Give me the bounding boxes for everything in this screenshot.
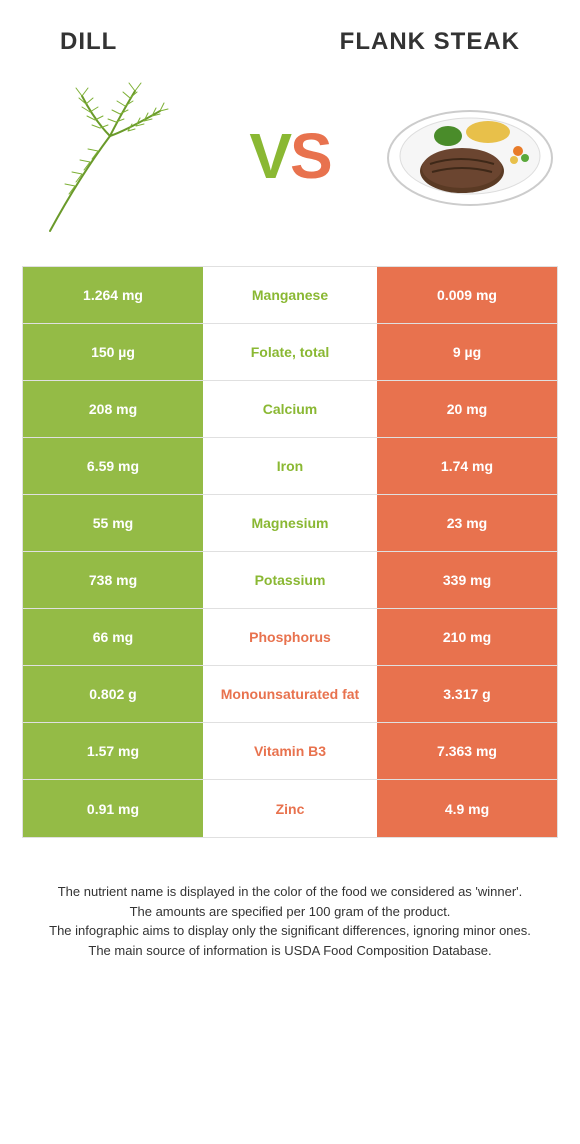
cell-nutrient-label: Calcium	[203, 381, 377, 437]
footer-notes: The nutrient name is displayed in the co…	[0, 838, 580, 960]
cell-nutrient-label: Phosphorus	[203, 609, 377, 665]
vs-v: V	[249, 120, 290, 192]
comparison-table: 1.264 mgManganese0.009 mg150 µgFolate, t…	[22, 266, 558, 838]
table-row: 55 mgMagnesium23 mg	[23, 495, 557, 552]
cell-right-value: 7.363 mg	[377, 723, 557, 779]
cell-left-value: 0.91 mg	[23, 780, 203, 837]
cell-left-value: 738 mg	[23, 552, 203, 608]
footer-line: The infographic aims to display only the…	[28, 921, 552, 941]
table-row: 1.264 mgManganese0.009 mg	[23, 267, 557, 324]
cell-right-value: 1.74 mg	[377, 438, 557, 494]
cell-right-value: 339 mg	[377, 552, 557, 608]
cell-nutrient-label: Vitamin B3	[203, 723, 377, 779]
table-row: 150 µgFolate, total9 µg	[23, 324, 557, 381]
cell-right-value: 4.9 mg	[377, 780, 557, 837]
cell-right-value: 3.317 g	[377, 666, 557, 722]
cell-nutrient-label: Magnesium	[203, 495, 377, 551]
cell-right-value: 23 mg	[377, 495, 557, 551]
table-row: 1.57 mgVitamin B37.363 mg	[23, 723, 557, 780]
title-left: Dill	[60, 28, 117, 56]
cell-nutrient-label: Folate, total	[203, 324, 377, 380]
cell-left-value: 6.59 mg	[23, 438, 203, 494]
cell-left-value: 66 mg	[23, 609, 203, 665]
footer-line: The main source of information is USDA F…	[28, 941, 552, 961]
vs-s: S	[290, 120, 331, 192]
steak-image	[380, 96, 560, 216]
table-row: 0.802 gMonounsaturated fat3.317 g	[23, 666, 557, 723]
cell-left-value: 208 mg	[23, 381, 203, 437]
table-row: 66 mgPhosphorus210 mg	[23, 609, 557, 666]
table-row: 208 mgCalcium20 mg	[23, 381, 557, 438]
cell-left-value: 1.264 mg	[23, 267, 203, 323]
cell-left-value: 150 µg	[23, 324, 203, 380]
vs-label: VS	[249, 119, 330, 193]
vs-row: VS	[0, 56, 580, 266]
cell-nutrient-label: Monounsaturated fat	[203, 666, 377, 722]
table-row: 6.59 mgIron1.74 mg	[23, 438, 557, 495]
steak-plate-icon	[380, 96, 560, 216]
cell-nutrient-label: Iron	[203, 438, 377, 494]
cell-nutrient-label: Manganese	[203, 267, 377, 323]
cell-nutrient-label: Zinc	[203, 780, 377, 837]
cell-left-value: 0.802 g	[23, 666, 203, 722]
table-row: 738 mgPotassium339 mg	[23, 552, 557, 609]
dill-icon	[20, 76, 200, 236]
cell-left-value: 1.57 mg	[23, 723, 203, 779]
footer-line: The nutrient name is displayed in the co…	[28, 882, 552, 902]
cell-right-value: 0.009 mg	[377, 267, 557, 323]
title-right: Flank steak	[340, 28, 520, 56]
table-row: 0.91 mgZinc4.9 mg	[23, 780, 557, 837]
footer-line: The amounts are specified per 100 gram o…	[28, 902, 552, 922]
cell-left-value: 55 mg	[23, 495, 203, 551]
header-titles: Dill Flank steak	[0, 0, 580, 56]
cell-nutrient-label: Potassium	[203, 552, 377, 608]
cell-right-value: 20 mg	[377, 381, 557, 437]
cell-right-value: 9 µg	[377, 324, 557, 380]
cell-right-value: 210 mg	[377, 609, 557, 665]
dill-image	[20, 86, 200, 226]
